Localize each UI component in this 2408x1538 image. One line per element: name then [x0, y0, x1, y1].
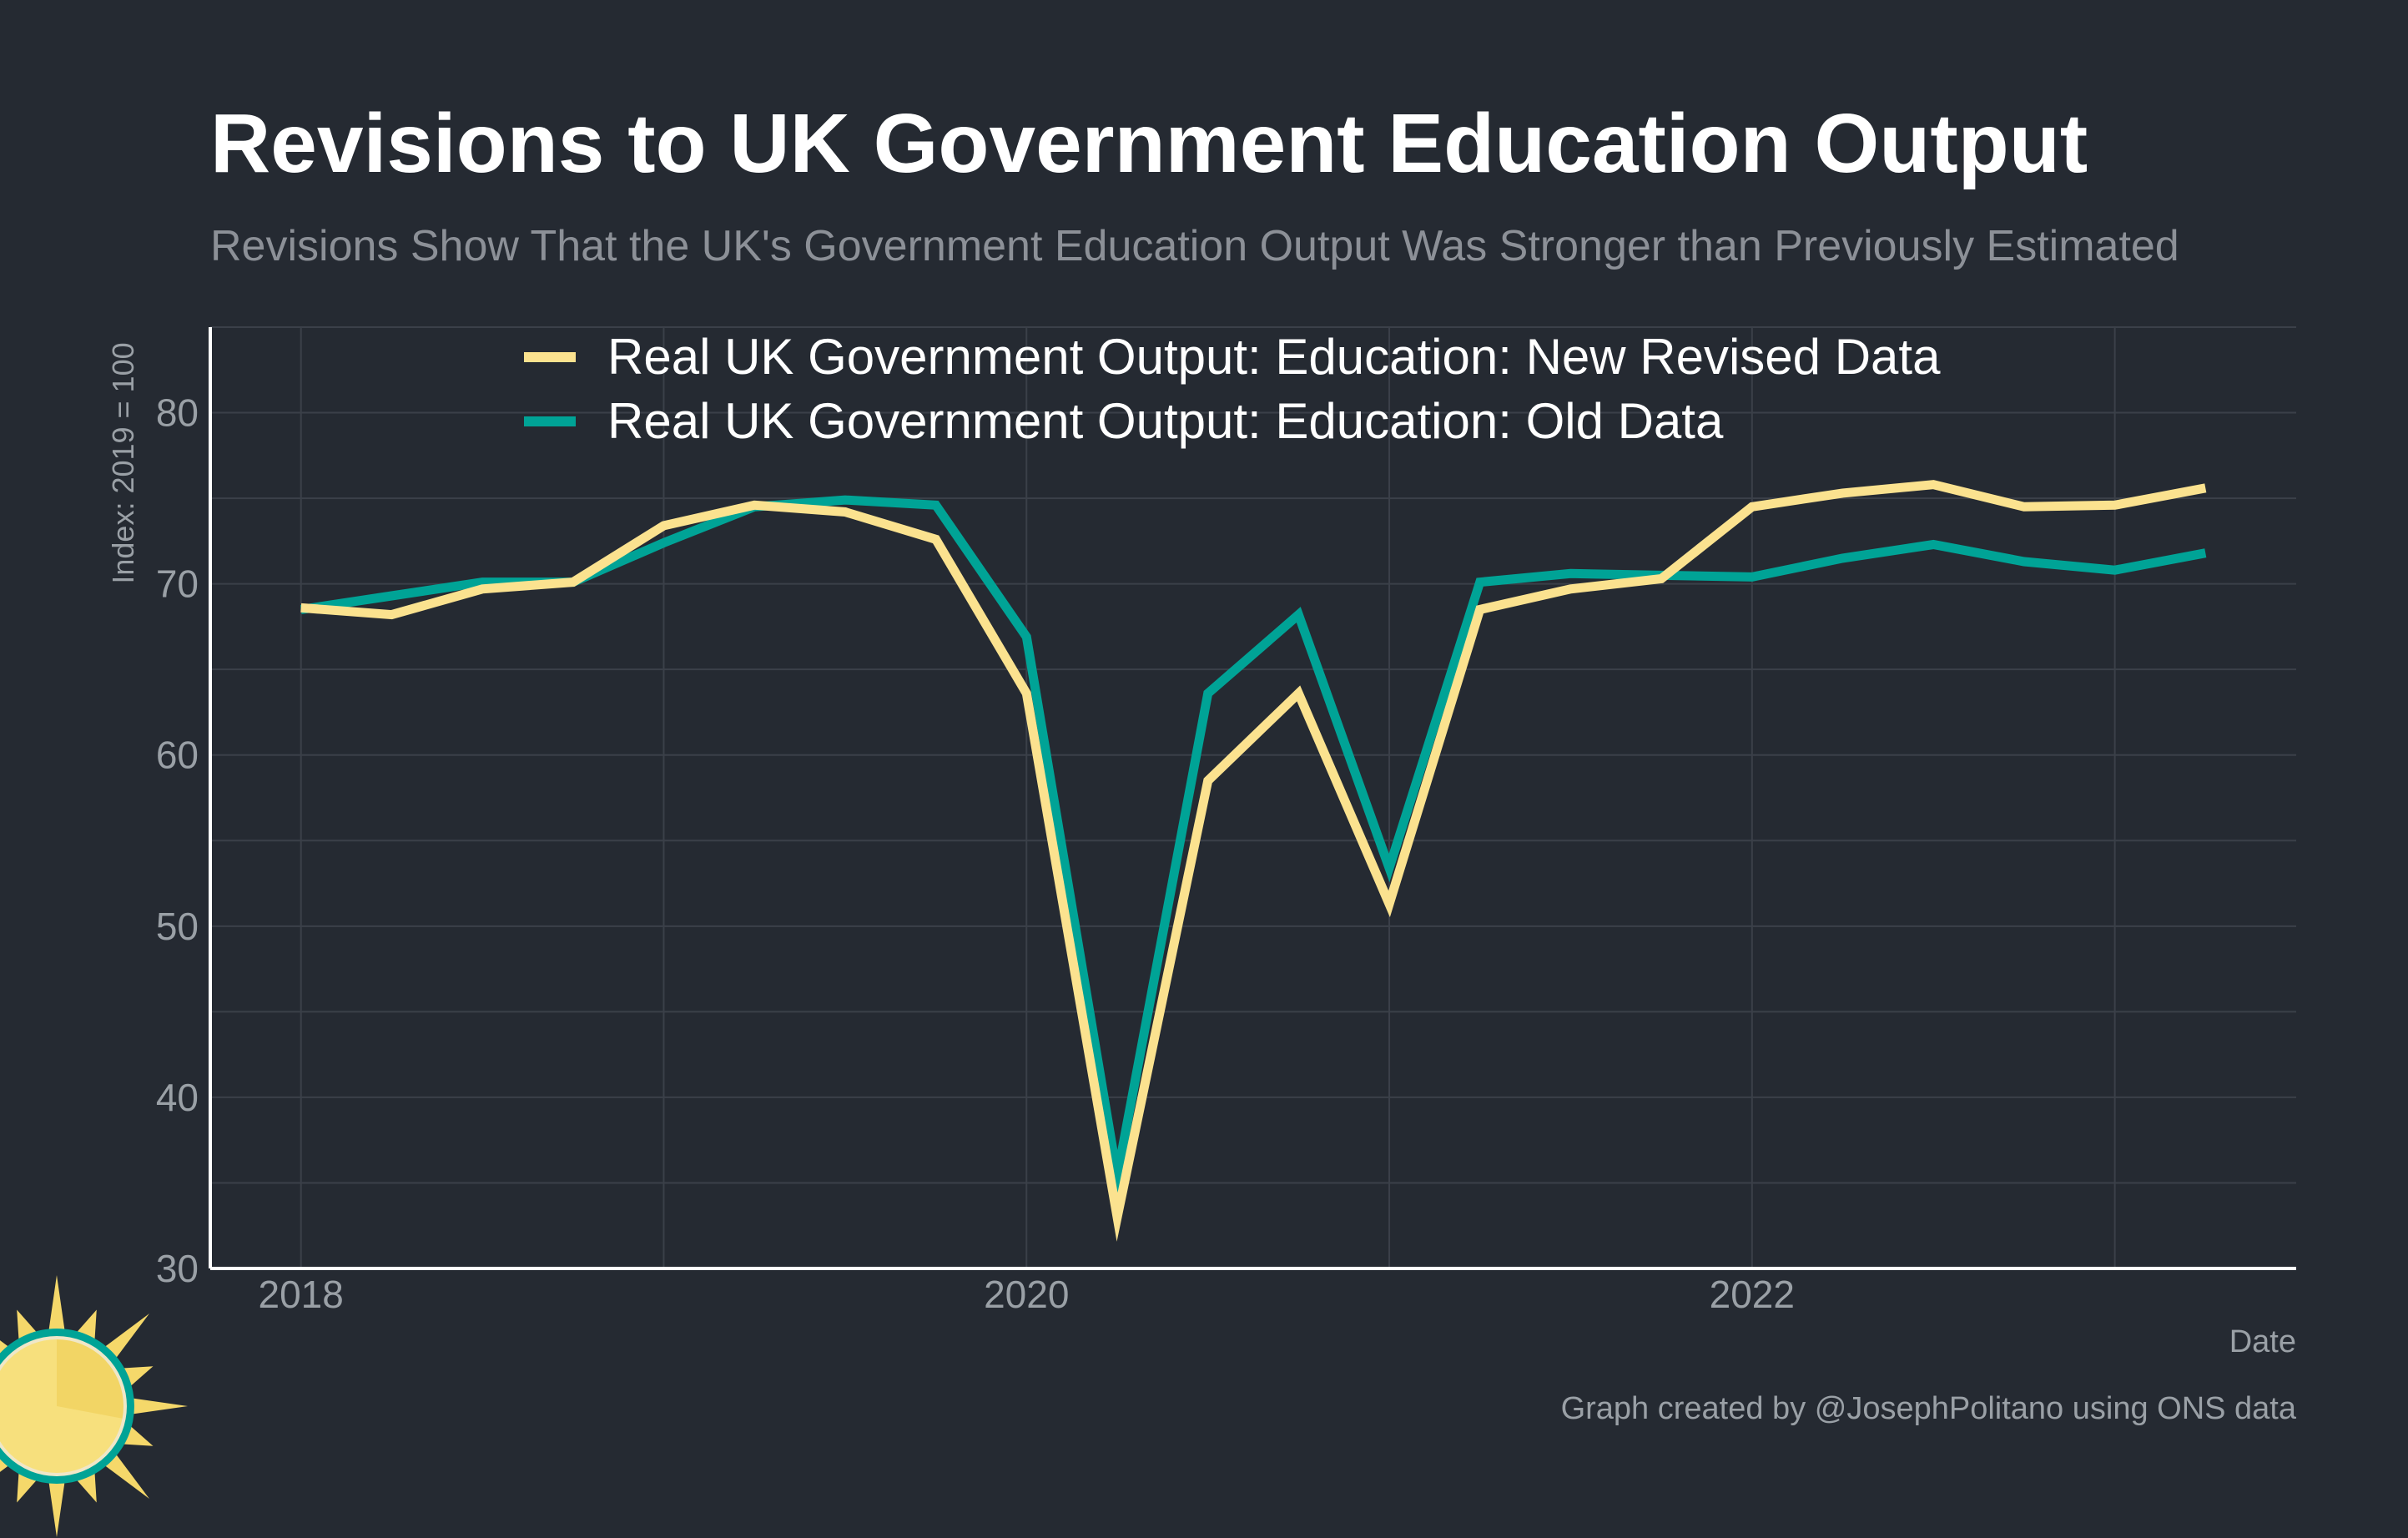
grid-lines	[210, 326, 2296, 1269]
series-line-revised	[300, 480, 2207, 1242]
y-axis-title: Index: 2019 = 100	[106, 342, 140, 583]
x-tick-label: 2022	[1710, 1273, 1795, 1316]
y-tick-label: 40	[156, 1076, 199, 1119]
sun-ray	[128, 1397, 188, 1415]
sun-rays	[0, 1275, 188, 1537]
y-tick-label: 70	[156, 562, 199, 606]
credit-text: Graph created by @JosephPolitano using O…	[1561, 1391, 2297, 1426]
sun-icon	[0, 1275, 188, 1537]
legend-item: Real UK Government Output: Education: Ne…	[524, 329, 1941, 385]
x-axis-title: Date	[2229, 1324, 2296, 1359]
y-tick-label: 30	[156, 1247, 199, 1290]
sun-ray	[48, 1275, 66, 1335]
sun-ray	[48, 1477, 66, 1537]
sun-face-shade	[57, 1338, 125, 1419]
y-tick-label: 60	[156, 734, 199, 777]
series-lines	[300, 480, 2207, 1242]
y-tick-label: 80	[156, 391, 199, 435]
chart-subtitle: Revisions Show That the UK's Government …	[210, 222, 2179, 270]
x-tick-label: 2018	[259, 1273, 344, 1316]
x-tick-labels: 2018 2020 2022	[259, 1273, 1795, 1316]
legend-item: Real UK Government Output: Education: Ol…	[524, 393, 1724, 449]
x-tick-label: 2020	[984, 1273, 1069, 1316]
chart-title: Revisions to UK Government Education Out…	[210, 97, 2088, 190]
legend: Real UK Government Output: Education: Ne…	[524, 329, 1941, 449]
sun-ray	[101, 1314, 149, 1362]
legend-label: Real UK Government Output: Education: Ol…	[607, 393, 1724, 449]
y-tick-label: 50	[156, 905, 199, 948]
axes	[209, 327, 2296, 1270]
legend-label: Real UK Government Output: Education: Ne…	[607, 329, 1941, 385]
sun-face-outline	[0, 1336, 127, 1476]
sun-ray	[101, 1450, 149, 1499]
y-tick-labels: 30 40 50 60 70 80	[156, 391, 199, 1290]
series-line-old	[300, 495, 2207, 1203]
